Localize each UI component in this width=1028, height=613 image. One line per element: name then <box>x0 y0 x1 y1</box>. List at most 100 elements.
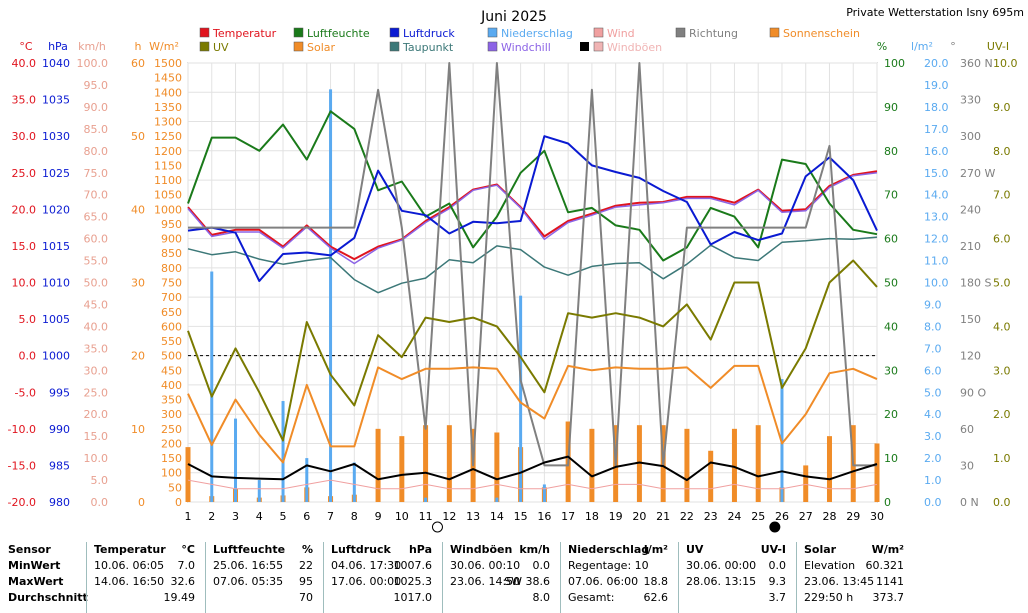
bar-niederschlag <box>210 271 214 502</box>
tick-label-humidity: 90 <box>884 101 898 114</box>
tick-label-pressure: 1035 <box>42 94 70 107</box>
tick-label-rain: 10.0 <box>924 277 949 290</box>
stats-cell-value: 9.3 <box>768 575 787 588</box>
x-tick-label: 7 <box>327 510 334 523</box>
tick-label-solar: 1300 <box>154 116 182 129</box>
stats-block-2: Luftdruck hPa 04.06. 17:30 1007.6 17.06. 00:… <box>331 542 438 613</box>
tick-label-pressure: 990 <box>49 423 70 436</box>
tick-label-solar: 400 <box>161 379 182 392</box>
stats-cell-label: 30.06. 00:10 <box>450 559 521 572</box>
stats-cell-value: 1141 <box>876 575 904 588</box>
stats-unit: % <box>301 543 313 556</box>
tick-label-solar: 100 <box>161 467 182 480</box>
stats-cell-value: 7.0 <box>177 559 196 572</box>
legend-swatch-max <box>580 42 589 51</box>
tick-label-solar: 1450 <box>154 72 182 85</box>
tick-label-solar: 600 <box>161 320 182 333</box>
stats-block-5: UV UV-I 30.06. 00:00 0.0 28.06. 13:15 9.3 3.7 <box>686 542 792 613</box>
tick-label-humidity: 30 <box>884 364 898 377</box>
legend-label: Luftfeuchte <box>307 27 370 40</box>
tick-label-wind: 100.0 <box>77 57 109 70</box>
tick-label-solar: 800 <box>161 262 182 275</box>
legend-swatch <box>593 41 604 52</box>
stats-cell-value: 18.8 <box>643 575 669 588</box>
axis-unit-rain: l/m² <box>911 40 933 53</box>
stats-unit: l/m² <box>643 543 668 556</box>
x-tick-label: 18 <box>585 510 599 523</box>
tick-label-rain: 17.0 <box>924 123 949 136</box>
tick-label-rain: 3.0 <box>924 430 942 443</box>
tick-label-wind: 85.0 <box>84 123 109 136</box>
weather-chart: Juni 2025 Private Wetterstation Isny 695… <box>8 6 1024 533</box>
legend: Temperatur Luftfeuchte Luftdruck Niederschl… <box>199 27 860 54</box>
legend-swatch <box>389 41 400 52</box>
legend-label: Taupunkt <box>402 41 454 54</box>
stats-cell-value: 1025.3 <box>393 575 433 588</box>
tick-label-rain: 2.0 <box>924 452 942 465</box>
bar-sonnenschein <box>589 428 595 502</box>
tick-label-dir: 210 <box>960 240 981 253</box>
stats-separator <box>796 542 797 613</box>
bar-sonnenschein <box>826 436 832 502</box>
stats-unit: hPa <box>408 543 432 556</box>
chart-title: Juni 2025 <box>480 9 547 25</box>
tick-label-dir: 90 O <box>960 386 986 399</box>
bar-sonnenschein <box>708 450 714 502</box>
x-tick-label: 27 <box>799 510 813 523</box>
tick-label-wind: 10.0 <box>84 452 109 465</box>
bar-sonnenschein <box>636 425 642 502</box>
tick-label-temp: 0.0 <box>19 350 37 363</box>
series-line-windchill <box>187 172 878 265</box>
tick-label-uv: 2.0 <box>993 408 1011 421</box>
tick-label-uv: 9.0 <box>993 101 1011 114</box>
station-name: Private Wetterstation Isny 695m <box>846 6 1024 19</box>
stats-separator <box>86 542 87 613</box>
tick-label-sun: 10 <box>131 423 145 436</box>
bar-niederschlag <box>257 480 261 502</box>
stats-cell-label: 17.06. 00:00 <box>331 575 402 588</box>
stats-separator <box>323 542 324 613</box>
tick-label-temp: 5.0 <box>19 313 37 326</box>
tick-label-wind: 80.0 <box>84 145 109 158</box>
x-tick-label: 15 <box>514 510 528 523</box>
tick-label-rain: 13.0 <box>924 211 949 224</box>
tick-label-solar: 700 <box>161 291 182 304</box>
tick-label-dir: 120 <box>960 350 981 363</box>
stats-cell-label: 30.06. 00:00 <box>686 559 757 572</box>
tick-label-wind: 40.0 <box>84 320 109 333</box>
series-line-luftdruck <box>187 135 878 282</box>
tick-label-wind: 15.0 <box>84 430 109 443</box>
tick-label-pressure: 1030 <box>42 130 70 143</box>
tick-label-solar: 900 <box>161 233 182 246</box>
x-tick-label: 12 <box>442 510 456 523</box>
legend-label: Solar <box>307 41 336 54</box>
tick-label-rain: 7.0 <box>924 342 942 355</box>
tick-label-pressure: 1005 <box>42 313 70 326</box>
x-tick-label: 14 <box>490 510 504 523</box>
stats-label-max: MaxWert <box>8 575 64 588</box>
axis-unit-pressure: hPa <box>48 40 68 53</box>
tick-label-pressure: 1000 <box>42 350 70 363</box>
stats-separator <box>442 542 443 613</box>
x-tick-label: 2 <box>208 510 215 523</box>
stats-title: Luftdruck <box>331 543 391 556</box>
tick-label-solar: 1400 <box>154 86 182 99</box>
tick-label-sun: 60 <box>131 57 145 70</box>
tick-label-rain: 5.0 <box>924 386 942 399</box>
tick-label-solar: 1500 <box>154 57 182 70</box>
tick-label-humidity: 100 <box>884 57 905 70</box>
tick-label-rain: 20.0 <box>924 57 949 70</box>
tick-label-temp: 25.0 <box>12 167 37 180</box>
legend-swatch <box>675 27 686 38</box>
bar-niederschlag <box>281 401 285 502</box>
tick-label-humidity: 60 <box>884 233 898 246</box>
axis-unit-wind: km/h <box>78 40 106 53</box>
stats-cell-value: SW 38.6 <box>504 575 550 588</box>
stats-block-1: Luftfeuchte% 25.06. 16:55 22 07.06. 05:35 95… <box>213 542 319 613</box>
stats-cell-value: 32.6 <box>170 575 196 588</box>
stats-title: Solar <box>804 543 837 556</box>
x-tick-label: 8 <box>351 510 358 523</box>
stats-label-min: MinWert <box>8 559 61 572</box>
tick-label-rain: 14.0 <box>924 189 949 202</box>
tick-label-solar: 1350 <box>154 101 182 114</box>
